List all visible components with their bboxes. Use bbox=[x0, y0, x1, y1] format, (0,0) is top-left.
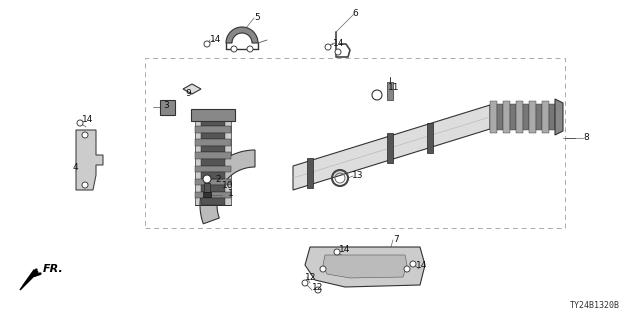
Circle shape bbox=[82, 132, 88, 138]
Circle shape bbox=[325, 44, 331, 50]
Polygon shape bbox=[516, 101, 522, 133]
Polygon shape bbox=[76, 130, 103, 190]
Bar bbox=[145, 58, 565, 228]
Circle shape bbox=[82, 182, 88, 188]
Text: 13: 13 bbox=[352, 172, 364, 180]
Polygon shape bbox=[201, 133, 225, 139]
Circle shape bbox=[247, 46, 253, 52]
Text: TY24B1320B: TY24B1320B bbox=[570, 301, 620, 310]
Polygon shape bbox=[200, 150, 255, 224]
Circle shape bbox=[231, 46, 237, 52]
Polygon shape bbox=[195, 113, 231, 120]
Polygon shape bbox=[536, 104, 542, 130]
Polygon shape bbox=[548, 104, 555, 130]
Polygon shape bbox=[201, 185, 225, 192]
Polygon shape bbox=[195, 192, 231, 198]
Polygon shape bbox=[183, 84, 201, 94]
Circle shape bbox=[203, 175, 211, 183]
Polygon shape bbox=[160, 100, 175, 115]
Polygon shape bbox=[195, 165, 231, 172]
Text: 5: 5 bbox=[254, 13, 260, 22]
Polygon shape bbox=[201, 172, 225, 179]
Polygon shape bbox=[293, 105, 490, 190]
Polygon shape bbox=[497, 104, 503, 130]
Text: 3: 3 bbox=[163, 100, 169, 109]
Polygon shape bbox=[555, 99, 563, 135]
Polygon shape bbox=[226, 27, 258, 43]
Polygon shape bbox=[195, 126, 231, 133]
Polygon shape bbox=[542, 101, 548, 133]
Polygon shape bbox=[201, 198, 225, 205]
Text: 1: 1 bbox=[228, 188, 234, 197]
Circle shape bbox=[335, 49, 341, 55]
Text: 10: 10 bbox=[222, 181, 234, 190]
Circle shape bbox=[315, 287, 321, 293]
Text: 14: 14 bbox=[333, 38, 344, 47]
Text: 7: 7 bbox=[393, 236, 399, 244]
Polygon shape bbox=[503, 101, 509, 133]
Text: 12: 12 bbox=[305, 273, 316, 282]
Polygon shape bbox=[204, 183, 210, 194]
Polygon shape bbox=[305, 247, 425, 287]
Polygon shape bbox=[195, 113, 231, 205]
Text: 12: 12 bbox=[312, 284, 323, 292]
Circle shape bbox=[372, 90, 382, 100]
Circle shape bbox=[410, 261, 416, 267]
Text: 9: 9 bbox=[185, 89, 191, 98]
Polygon shape bbox=[387, 82, 393, 100]
Polygon shape bbox=[203, 192, 211, 197]
Text: 11: 11 bbox=[388, 83, 399, 92]
Polygon shape bbox=[522, 104, 529, 130]
Circle shape bbox=[77, 120, 83, 126]
Text: 8: 8 bbox=[583, 133, 589, 142]
Circle shape bbox=[334, 249, 340, 255]
Text: 2: 2 bbox=[215, 174, 221, 183]
Polygon shape bbox=[509, 104, 516, 130]
Polygon shape bbox=[195, 139, 231, 146]
Text: 14: 14 bbox=[210, 36, 221, 44]
Polygon shape bbox=[201, 159, 225, 165]
Circle shape bbox=[302, 280, 308, 286]
Polygon shape bbox=[529, 101, 536, 133]
Polygon shape bbox=[20, 270, 38, 290]
Polygon shape bbox=[323, 255, 407, 278]
Polygon shape bbox=[307, 158, 313, 188]
Text: 14: 14 bbox=[339, 245, 350, 254]
Circle shape bbox=[320, 266, 326, 272]
Polygon shape bbox=[387, 133, 393, 163]
Text: FR.: FR. bbox=[43, 264, 64, 274]
Polygon shape bbox=[195, 179, 231, 185]
Circle shape bbox=[404, 266, 410, 272]
Polygon shape bbox=[427, 123, 433, 153]
Polygon shape bbox=[191, 109, 235, 121]
Polygon shape bbox=[490, 101, 497, 133]
Text: 4: 4 bbox=[73, 164, 79, 172]
Text: 14: 14 bbox=[416, 260, 428, 269]
Text: 6: 6 bbox=[352, 10, 358, 19]
Circle shape bbox=[204, 41, 210, 47]
Polygon shape bbox=[201, 120, 225, 126]
Text: 14: 14 bbox=[82, 116, 93, 124]
Polygon shape bbox=[195, 152, 231, 159]
Polygon shape bbox=[201, 146, 225, 152]
